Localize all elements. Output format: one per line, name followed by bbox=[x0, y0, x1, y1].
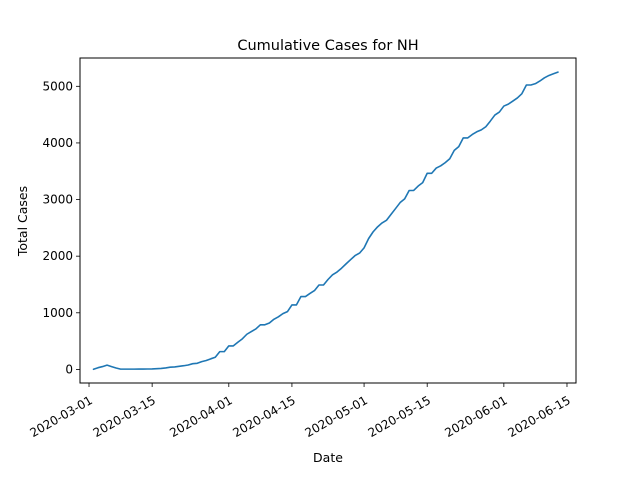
y-tick-label: 1000 bbox=[42, 306, 73, 320]
y-tick-label: 5000 bbox=[42, 79, 73, 93]
x-axis-label: Date bbox=[313, 450, 343, 465]
axes-frame bbox=[79, 57, 577, 384]
plot-area bbox=[92, 71, 559, 371]
y-tick-label: 3000 bbox=[42, 193, 73, 207]
y-tick-label: 2000 bbox=[42, 249, 73, 263]
y-tick-label: 0 bbox=[65, 362, 73, 376]
y-axis: 0 1000 2000 3000 4000 5000 bbox=[42, 79, 80, 376]
y-axis-label: Total Cases bbox=[15, 186, 30, 257]
chart-title: Cumulative Cases for NH bbox=[237, 38, 418, 54]
y-tick-label: 4000 bbox=[42, 136, 73, 150]
series-line-0 bbox=[92, 71, 559, 371]
